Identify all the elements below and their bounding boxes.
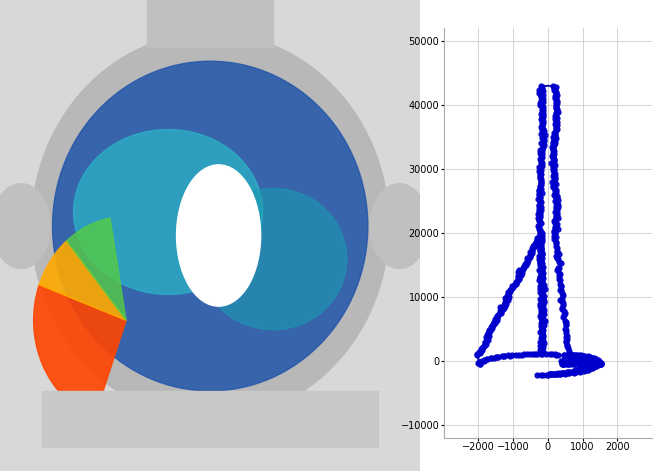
Ellipse shape [0,184,50,268]
Ellipse shape [32,33,389,419]
Ellipse shape [177,165,261,306]
Wedge shape [67,218,126,320]
Bar [42,391,379,447]
Ellipse shape [52,61,368,391]
Bar [147,0,273,47]
Ellipse shape [200,188,347,330]
Wedge shape [34,285,126,418]
Wedge shape [39,241,126,320]
Ellipse shape [73,130,263,294]
Ellipse shape [370,184,429,268]
